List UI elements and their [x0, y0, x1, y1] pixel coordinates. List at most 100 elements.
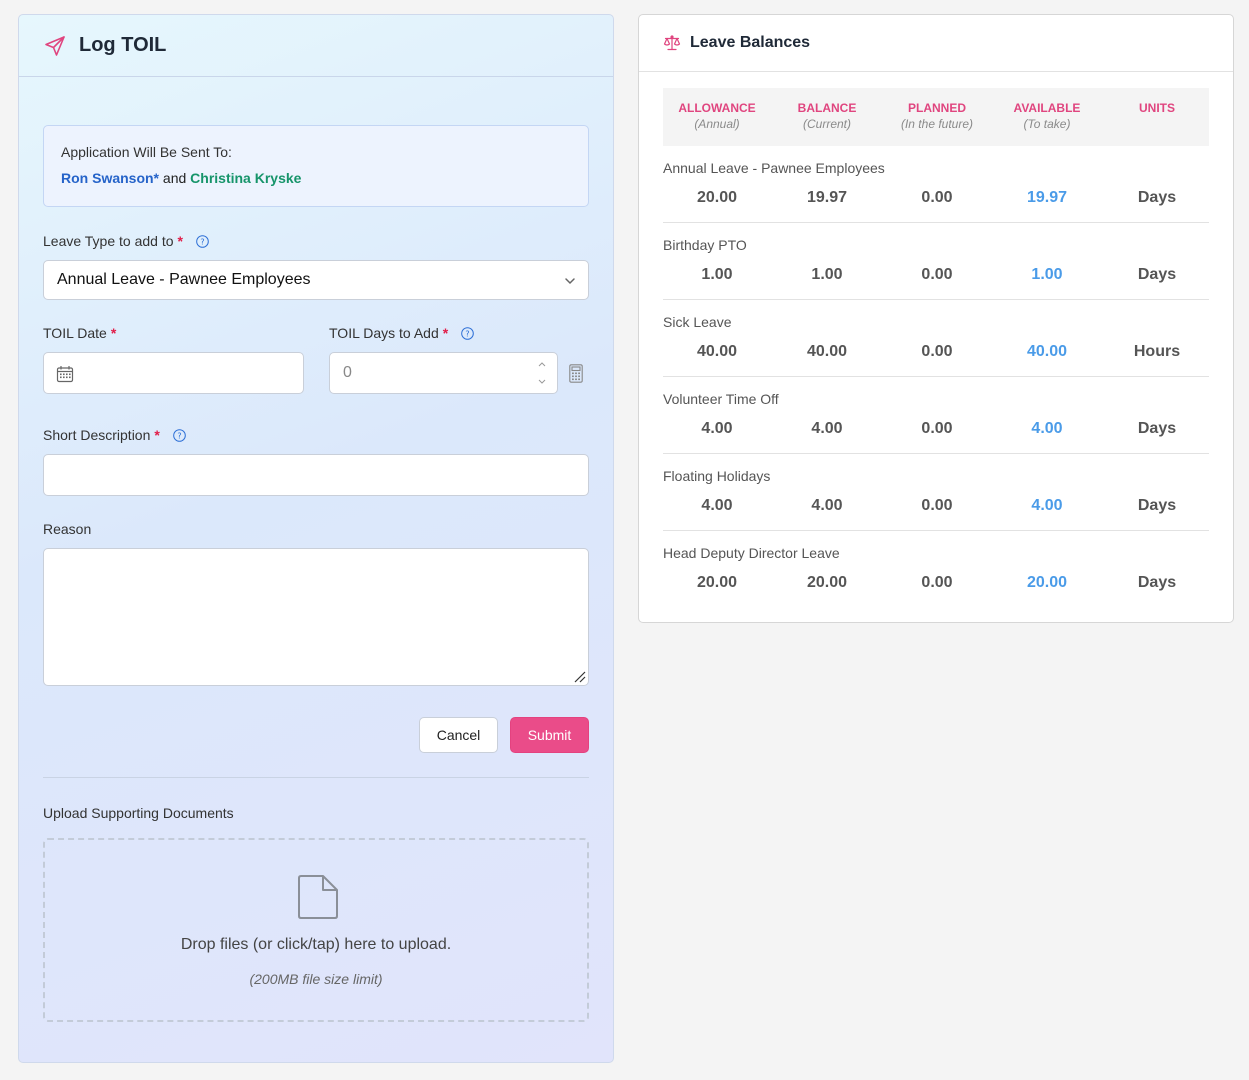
recipient-label: Application Will Be Sent To:	[61, 144, 232, 160]
scales-icon	[663, 34, 681, 52]
svg-text:?: ?	[177, 431, 181, 440]
cell-units: Days	[1137, 266, 1177, 283]
recipient-box: Application Will Be Sent To: Ron Swanson…	[43, 125, 589, 207]
submit-button[interactable]: Submit	[510, 717, 589, 753]
cell-units: Hours	[1133, 343, 1181, 360]
page-title: Log TOIL	[79, 34, 167, 56]
table-row: Volunteer Time Off 4.00 4.00 0.00 4.00 Days	[663, 377, 1209, 454]
column-sublabel: (To take)	[1023, 117, 1071, 131]
cell-available: 20.00	[1026, 574, 1068, 591]
cell-balance: 1.00	[811, 266, 843, 283]
cell-balance: 4.00	[811, 420, 843, 437]
table-row: Annual Leave - Pawnee Employees 20.00 19.9…	[663, 146, 1209, 223]
toil-days-value: 0	[343, 364, 352, 381]
toil-date-input[interactable]	[43, 352, 304, 394]
cell-planned: 0.00	[921, 497, 953, 514]
resize-grip-icon[interactable]	[572, 669, 586, 683]
cell-available: 40.00	[1026, 343, 1068, 360]
column-label: ALLOWANCE	[678, 101, 756, 115]
column-label: PLANNED	[907, 101, 966, 115]
cell-allowance: 4.00	[701, 420, 733, 437]
recipient-names: Ron Swanson* and Christina Kryske	[61, 170, 571, 186]
cell-balance: 40.00	[806, 343, 848, 360]
cell-allowance: 1.00	[701, 266, 733, 283]
column-label: AVAILABLE	[1013, 101, 1081, 115]
recipient-primary: Ron Swanson*	[61, 170, 160, 186]
chevron-down-icon	[564, 274, 576, 286]
leave-type-name: Head Deputy Director Leave	[663, 545, 840, 561]
file-icon	[297, 874, 339, 920]
leave-type-label: Leave Type to add to	[43, 233, 174, 249]
table-row: Sick Leave 40.00 40.00 0.00 40.00 Hours	[663, 300, 1209, 377]
required-marker: *	[442, 325, 449, 341]
section-divider	[43, 777, 589, 778]
table-row: Head Deputy Director Leave 20.00 20.00 0.00…	[663, 531, 1209, 608]
required-marker: *	[177, 233, 183, 249]
question-circle-icon[interactable]: ?	[173, 428, 186, 442]
column-sublabel: (Annual)	[694, 117, 740, 131]
reason-label-row: Reason	[43, 521, 91, 537]
cell-planned: 0.00	[921, 574, 953, 591]
cell-planned: 0.00	[921, 343, 953, 360]
cell-allowance: 4.00	[701, 497, 733, 514]
leave-type-name: Sick Leave	[663, 314, 732, 330]
cell-balance: 19.97	[806, 189, 848, 206]
question-circle-icon[interactable]: ?	[196, 234, 209, 248]
cell-balance: 4.00	[811, 497, 843, 514]
cell-allowance: 20.00	[696, 574, 738, 591]
reason-textarea[interactable]	[43, 548, 589, 686]
file-dropzone[interactable]: Drop files (or click/tap) here to upload…	[43, 838, 589, 1022]
leave-type-select[interactable]: Annual Leave - Pawnee Employees	[43, 260, 589, 300]
svg-text:?: ?	[466, 329, 470, 338]
toil-date-label-row: TOIL Date *	[43, 325, 116, 341]
short-description-input[interactable]	[43, 454, 589, 496]
cell-available: 19.97	[1026, 189, 1068, 206]
cell-units: Days	[1137, 574, 1177, 591]
cell-available: 4.00	[1031, 497, 1063, 514]
log-toil-header: Log TOIL	[19, 15, 613, 77]
column-sublabel: (In the future)	[900, 117, 974, 131]
cell-units: Days	[1137, 189, 1177, 206]
question-circle-icon[interactable]: ?	[461, 326, 474, 340]
cell-planned: 0.00	[921, 420, 953, 437]
short-desc-label-row: Short Description * ?	[43, 427, 186, 443]
cell-balance: 20.00	[806, 574, 848, 591]
paper-plane-icon	[43, 34, 67, 58]
leave-balances-header: Leave Balances	[639, 15, 1233, 72]
log-toil-card: Log TOIL Application Will Be Sent To: Ro…	[18, 14, 614, 1063]
dropzone-text: Drop files (or click/tap) here to upload…	[180, 936, 452, 953]
cell-available: 1.00	[1031, 266, 1063, 283]
recipient-secondary: Christina Kryske	[190, 170, 302, 186]
table-row: Floating Holidays 4.00 4.00 0.00 4.00 Days	[663, 454, 1209, 531]
toil-days-input[interactable]: 0	[329, 352, 558, 394]
svg-text:?: ?	[200, 237, 204, 246]
dropzone-size-limit: (200MB file size limit)	[249, 971, 383, 987]
leave-type-label-row: Leave Type to add to * ?	[43, 233, 209, 249]
cell-available: 4.00	[1031, 420, 1063, 437]
column-label: BALANCE	[797, 101, 857, 115]
column-label: UNITS	[1139, 101, 1175, 115]
recipient-connector: and	[162, 170, 187, 186]
required-marker: *	[154, 427, 160, 443]
short-desc-label: Short Description	[43, 427, 151, 443]
leave-balances-card: Leave Balances ALLOWANCE (Annual) BALANC…	[638, 14, 1234, 623]
number-stepper-icon[interactable]	[537, 359, 547, 387]
leave-type-name: Volunteer Time Off	[663, 391, 779, 407]
reason-label: Reason	[43, 521, 92, 537]
leave-balances-title: Leave Balances	[690, 34, 811, 51]
leave-type-name: Birthday PTO	[663, 237, 747, 253]
cell-allowance: 40.00	[696, 343, 738, 360]
upload-label: Upload Supporting Documents	[43, 805, 234, 821]
column-sublabel: (Current)	[802, 117, 851, 131]
cell-units: Days	[1137, 420, 1177, 437]
cell-allowance: 20.00	[696, 189, 738, 206]
calculator-icon[interactable]	[569, 364, 583, 383]
table-row: Birthday PTO 1.00 1.00 0.00 1.00 Days	[663, 223, 1209, 300]
toil-date-label: TOIL Date	[43, 325, 107, 341]
cancel-button[interactable]: Cancel	[419, 717, 498, 753]
toil-days-label: TOIL Days to Add	[329, 325, 439, 341]
cell-planned: 0.00	[921, 189, 953, 206]
cell-units: Days	[1137, 497, 1177, 514]
leave-type-name: Floating Holidays	[663, 468, 771, 484]
leave-type-selected-value: Annual Leave - Pawnee Employees	[57, 271, 311, 288]
